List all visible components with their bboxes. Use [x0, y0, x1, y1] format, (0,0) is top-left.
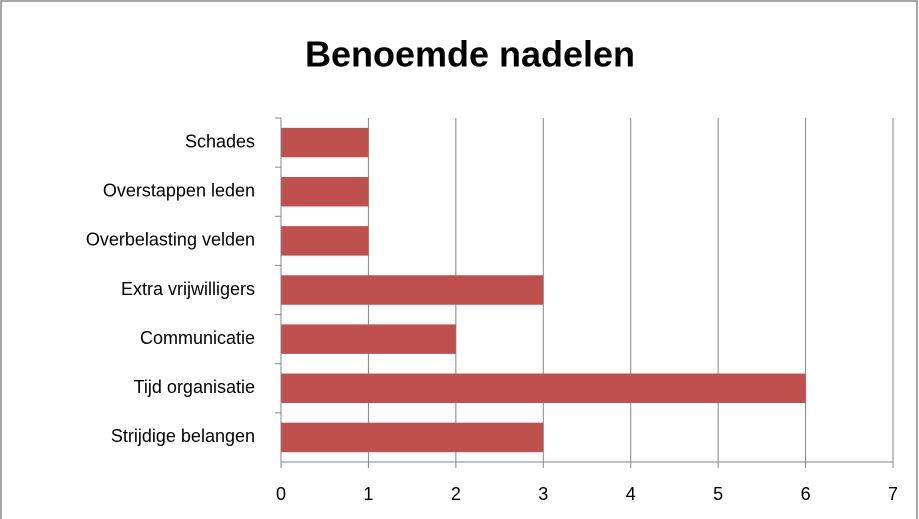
x-tick-label: 4 [626, 484, 636, 504]
bar [281, 176, 369, 207]
x-tick-label: 5 [713, 484, 723, 504]
x-tick-label: 6 [801, 484, 811, 504]
y-tick-label: Communicatie [140, 328, 255, 348]
chart-title: Benoemde nadelen [305, 34, 635, 75]
bar [281, 324, 456, 354]
x-tick-label: 0 [276, 484, 286, 504]
x-tick-label: 7 [888, 484, 898, 504]
bar [281, 226, 369, 256]
x-tick-label: 2 [451, 484, 461, 504]
bar [281, 422, 544, 453]
y-tick-label: Overstappen leden [103, 180, 255, 200]
x-tick-label: 3 [538, 484, 548, 504]
bar [281, 373, 806, 404]
y-tick-label: Tijd organisatie [134, 377, 255, 397]
bar [281, 127, 369, 158]
y-tick-label: Schades [185, 131, 255, 151]
y-tick-label: Strijdige belangen [111, 426, 255, 446]
bar [281, 275, 544, 305]
x-tick-label: 1 [363, 484, 373, 504]
y-tick-label: Overbelasting velden [86, 230, 255, 250]
y-tick-label: Extra vrijwilligers [121, 279, 255, 299]
